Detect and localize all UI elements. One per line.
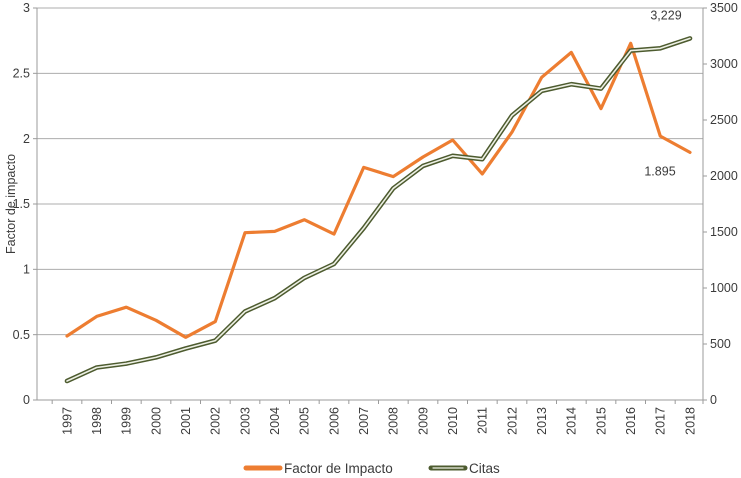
right-axis-tick-label: 3000 <box>710 57 738 71</box>
left-axis-tick-label: 1 <box>23 263 30 277</box>
x-axis-tick-label: 2016 <box>624 407 638 435</box>
left-axis-tick-label: 3 <box>23 1 30 15</box>
right-axis-tick-label: 2000 <box>710 169 738 183</box>
annotations: 3,229 1.895 <box>644 8 681 178</box>
x-axis-tick-label: 2005 <box>298 407 312 435</box>
x-axis-tick-label: 2012 <box>505 407 519 435</box>
right-axis-tick-label: 1500 <box>710 225 738 239</box>
x-axis-tick-label: 1997 <box>60 407 74 435</box>
data-label-factor: 1.895 <box>644 164 675 178</box>
left-axis-tick-label: 0 <box>23 393 30 407</box>
left-axis-tick-label: 1.5 <box>13 197 30 211</box>
x-axis-tick-label: 2010 <box>446 407 460 435</box>
x-axis-tick-label: 1998 <box>90 407 104 435</box>
x-axis-tick-label: 2018 <box>683 407 697 435</box>
left-axis-tick-label: 2.5 <box>13 67 30 81</box>
left-axis-tick-label: 0.5 <box>13 328 30 342</box>
right-axis-tick-label: 500 <box>710 337 731 351</box>
factor-de-impacto-line <box>65 41 692 339</box>
x-axis-tick-label: 2017 <box>654 407 668 435</box>
right-axis-tick-label: 3500 <box>710 1 738 15</box>
right-axis-tick-label: 0 <box>710 393 717 407</box>
right-axis-tick-label: 2500 <box>710 113 738 127</box>
legend: Factor de Impacto Citas <box>243 461 500 476</box>
x-axis-tick-label: 2009 <box>416 407 430 435</box>
x-axis-tick-label: 2013 <box>535 407 549 435</box>
data-label-citas: 3,229 <box>650 8 681 22</box>
citas-line-core <box>66 37 691 382</box>
x-axis-tick-label: 2000 <box>149 407 163 435</box>
x-axis-tick-label: 2008 <box>387 407 401 435</box>
right-axis-tick-label: 1000 <box>710 281 738 295</box>
x-axis-tick-label: 2007 <box>357 407 371 435</box>
left-axis-tick-label: 2 <box>23 132 30 146</box>
legend-label: Citas <box>469 461 500 476</box>
left-axis-title: Factor de impacto <box>4 154 18 254</box>
legend-label: Factor de Impacto <box>284 461 393 476</box>
x-axis-tick-label: 2014 <box>565 407 579 435</box>
x-axis-tick-label: 2002 <box>209 407 223 435</box>
gridlines <box>37 7 703 401</box>
x-axis-tick-label: 2006 <box>327 407 341 435</box>
x-axis-tick-label: 1999 <box>120 407 134 435</box>
x-axis-tick-label: 2003 <box>238 407 252 435</box>
x-axis-tick-label: 2001 <box>179 407 193 435</box>
axes: 0 0.5 1 1.5 2 2.5 3 0 500 1000 1500 2000 2500 3000 350… <box>4 1 738 435</box>
x-axis-tick-label: 2011 <box>476 407 490 434</box>
x-axis-tick-label: 2015 <box>594 407 608 435</box>
citas-line <box>64 36 693 384</box>
x-axis-tick-label: 2004 <box>268 407 282 435</box>
